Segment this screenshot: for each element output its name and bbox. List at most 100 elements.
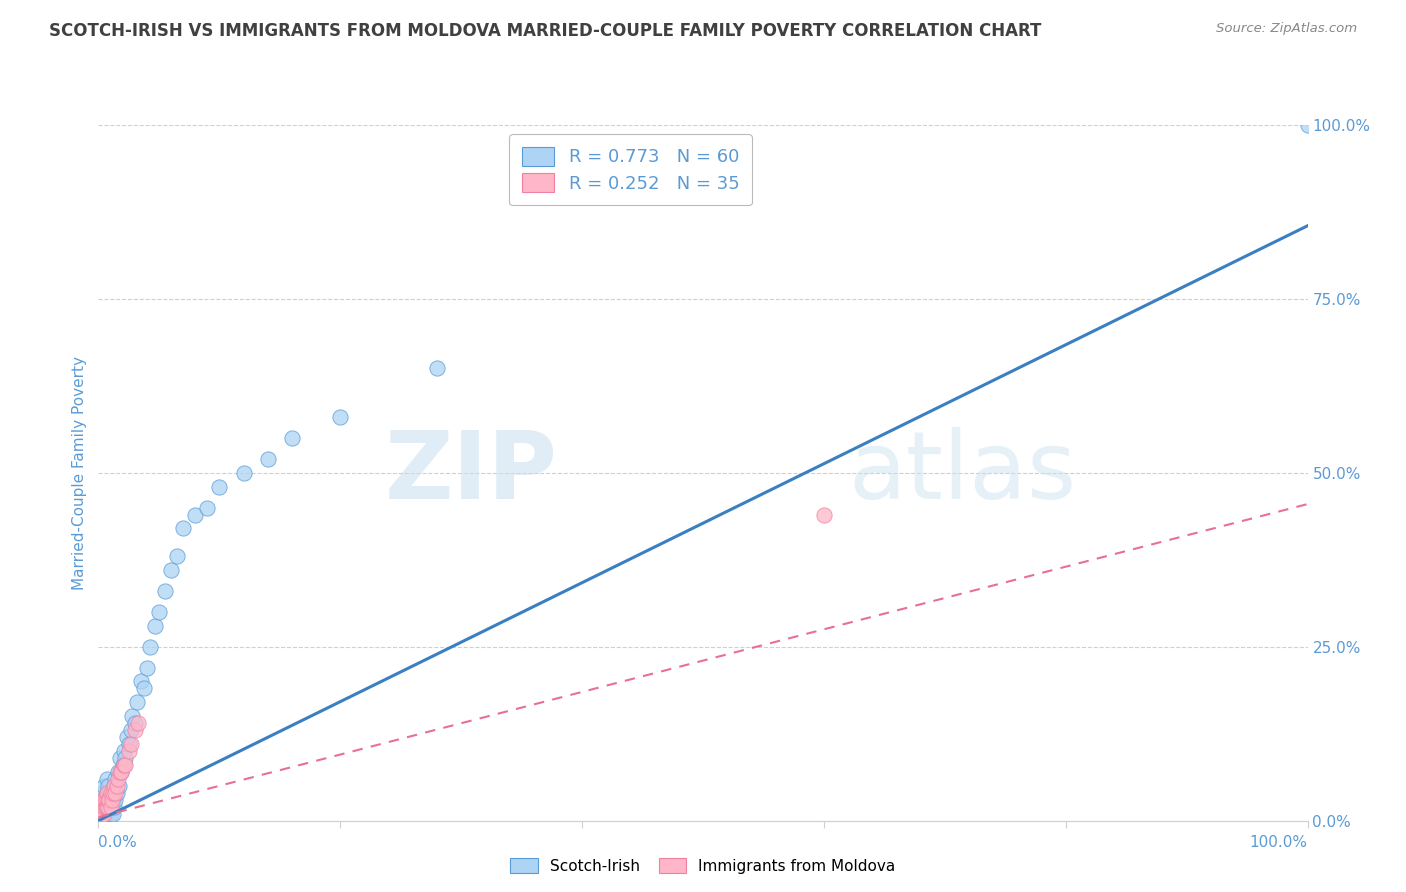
Point — [97, 799, 120, 814]
Text: ZIP: ZIP — [385, 426, 558, 519]
Legend: R = 0.773   N = 60, R = 0.252   N = 35: R = 0.773 N = 60, R = 0.252 N = 35 — [509, 134, 752, 205]
Point — [91, 786, 114, 800]
Point — [281, 431, 304, 445]
Point — [93, 799, 115, 814]
Point — [91, 793, 114, 807]
Point — [90, 806, 112, 821]
Point — [98, 793, 121, 807]
Point — [93, 806, 115, 821]
Legend: Scotch-Irish, Immigrants from Moldova: Scotch-Irish, Immigrants from Moldova — [505, 852, 901, 880]
Point — [135, 660, 157, 674]
Point — [153, 584, 176, 599]
Point — [96, 799, 118, 814]
Text: 100.0%: 100.0% — [1250, 836, 1308, 850]
Point — [114, 751, 136, 765]
Text: SCOTCH-IRISH VS IMMIGRANTS FROM MOLDOVA MARRIED-COUPLE FAMILY POVERTY CORRELATIO: SCOTCH-IRISH VS IMMIGRANTS FROM MOLDOVA … — [49, 22, 1042, 40]
Point — [100, 786, 122, 800]
Point — [112, 758, 135, 772]
Point — [97, 779, 120, 793]
Point — [232, 466, 254, 480]
Point — [105, 779, 128, 793]
Point — [118, 744, 141, 758]
Point — [139, 640, 162, 654]
Point — [143, 619, 166, 633]
Point — [100, 806, 122, 821]
Point — [127, 695, 149, 709]
Point — [107, 772, 129, 786]
Point — [101, 806, 124, 821]
Point — [329, 410, 352, 425]
Point — [110, 764, 132, 779]
Point — [103, 799, 125, 814]
Text: 0.0%: 0.0% — [98, 836, 138, 850]
Point — [90, 799, 112, 814]
Point — [91, 799, 114, 814]
Point — [120, 737, 142, 751]
Point — [93, 779, 115, 793]
Point — [91, 799, 114, 814]
Point — [96, 799, 118, 814]
Point — [107, 764, 129, 779]
Point — [1296, 118, 1319, 132]
Point — [118, 737, 141, 751]
Point — [166, 549, 188, 564]
Point — [98, 786, 121, 800]
Point — [94, 806, 117, 821]
Point — [121, 709, 143, 723]
Point — [103, 779, 125, 793]
Point — [97, 793, 120, 807]
Y-axis label: Married-Couple Family Poverty: Married-Couple Family Poverty — [72, 356, 87, 590]
Point — [89, 806, 111, 821]
Point — [100, 799, 122, 814]
Point — [108, 779, 131, 793]
Point — [93, 799, 115, 814]
Point — [98, 799, 121, 814]
Point — [100, 793, 122, 807]
Point — [111, 758, 134, 772]
Point — [91, 799, 114, 814]
Point — [94, 793, 117, 807]
Point — [91, 806, 114, 821]
Point — [172, 521, 194, 535]
Point — [256, 451, 278, 466]
Text: Source: ZipAtlas.com: Source: ZipAtlas.com — [1216, 22, 1357, 36]
Point — [105, 786, 128, 800]
Point — [96, 786, 118, 800]
Point — [104, 786, 127, 800]
Point — [208, 480, 231, 494]
Point — [124, 716, 146, 731]
Point — [195, 500, 218, 515]
Point — [101, 793, 124, 807]
Point — [813, 508, 835, 522]
Point — [114, 758, 136, 772]
Point — [112, 744, 135, 758]
Point — [91, 806, 114, 821]
Point — [104, 772, 127, 786]
Point — [426, 361, 449, 376]
Point — [96, 786, 118, 800]
Point — [124, 723, 146, 738]
Point — [129, 674, 152, 689]
Point — [97, 793, 120, 807]
Point — [134, 681, 156, 696]
Point — [127, 716, 149, 731]
Point — [100, 799, 122, 814]
Point — [91, 806, 114, 821]
Point — [120, 723, 142, 738]
Point — [184, 508, 207, 522]
Point — [96, 772, 118, 786]
Point — [101, 786, 124, 800]
Point — [110, 764, 132, 779]
Text: atlas: atlas — [848, 426, 1077, 519]
Point — [100, 793, 122, 807]
Point — [97, 806, 120, 821]
Point — [94, 793, 117, 807]
Point — [108, 764, 131, 779]
Point — [117, 730, 139, 744]
Point — [104, 793, 127, 807]
Point — [108, 751, 131, 765]
Point — [90, 806, 112, 821]
Point — [94, 799, 117, 814]
Point — [160, 563, 183, 577]
Point — [91, 793, 114, 807]
